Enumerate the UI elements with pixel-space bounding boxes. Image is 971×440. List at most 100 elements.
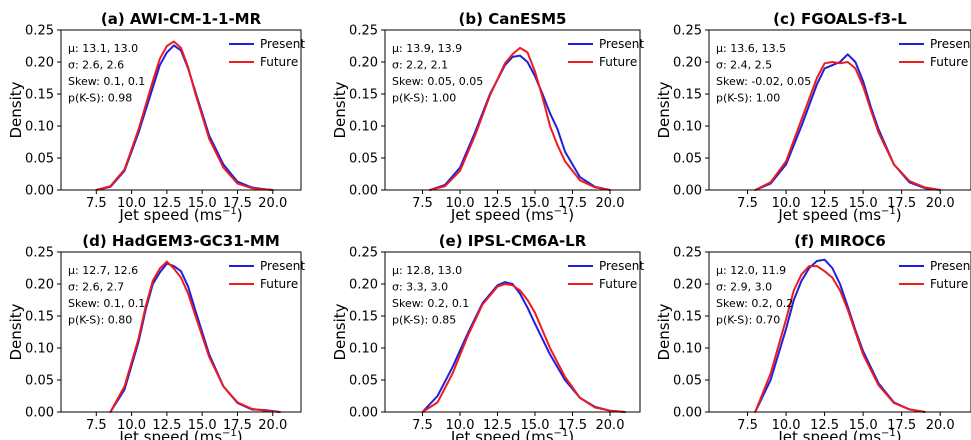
legend-label-future: Future xyxy=(260,55,298,69)
stats-line: σ: 2.9, 3.0 xyxy=(716,281,772,294)
x-tick-label: 12.5 xyxy=(483,196,512,211)
y-tick-label: 0.25 xyxy=(25,24,54,39)
y-tick-label: 0.10 xyxy=(673,120,702,135)
y-tick-label: 0.05 xyxy=(349,374,378,389)
x-axis-label-text: Jet speed (ms xyxy=(777,428,881,440)
x-tick-label: 20.0 xyxy=(258,418,287,433)
x-axis-label-close: ) xyxy=(896,206,902,224)
x-axis-label-close: ) xyxy=(896,428,902,440)
x-tick-label: 20.0 xyxy=(596,418,625,433)
y-axis-label: Density xyxy=(7,81,25,138)
y-tick-label: 0.20 xyxy=(25,278,54,293)
y-tick-label: 0.10 xyxy=(25,120,54,135)
stats-line: Skew: -0.02, 0.05 xyxy=(716,75,811,88)
y-tick-label: 0.20 xyxy=(349,278,378,293)
x-tick-label: 17.5 xyxy=(887,196,916,211)
stats-line: p(K-S): 1.00 xyxy=(392,92,456,105)
stats-line: Skew: 0.1, 0.1 xyxy=(68,297,145,310)
x-axis-label: Jet speed (ms−1) xyxy=(777,206,901,224)
y-tick-label: 0.20 xyxy=(673,56,702,71)
x-tick-label: 17.5 xyxy=(558,196,587,211)
x-axis-label: Jet speed (ms−1) xyxy=(118,206,242,224)
y-tick-label: 0.25 xyxy=(349,246,378,261)
x-tick-label: 10.0 xyxy=(772,196,801,211)
x-tick-label: 17.5 xyxy=(223,196,252,211)
stats-line: μ: 13.1, 13.0 xyxy=(68,42,138,55)
chart-title: (b) CanESM5 xyxy=(459,10,567,28)
y-tick-label: 0.05 xyxy=(349,152,378,167)
x-tick-label: 7.5 xyxy=(86,418,107,433)
series-line-future xyxy=(429,46,611,191)
chart-panel-5: (e) IPSL-CM6A-LR 0.00 0.05 0.10 0.15 0.20 0.25… xyxy=(331,232,644,440)
x-tick-label: 10.0 xyxy=(446,196,475,211)
y-tick-label: 0.20 xyxy=(25,56,54,71)
x-tick-label: 17.5 xyxy=(223,418,252,433)
plot-frame xyxy=(384,29,641,191)
x-axis-label-exponent: −1 xyxy=(881,428,896,439)
stats-line: Skew: 0.05, 0.05 xyxy=(392,75,483,88)
stats-line: p(K-S): 0.80 xyxy=(68,314,132,327)
stats-line: σ: 3.3, 3.0 xyxy=(392,281,448,294)
x-tick-label: 15.0 xyxy=(849,418,878,433)
y-tick-label: 0.15 xyxy=(673,310,702,325)
chart-title: (a) AWI-CM-1-1-MR xyxy=(101,10,262,28)
plot-frame xyxy=(384,251,641,413)
stats-line: p(K-S): 0.85 xyxy=(392,314,456,327)
x-axis-label-close: ) xyxy=(237,206,243,224)
y-tick-label: 0.05 xyxy=(25,374,54,389)
x-tick-label: 15.0 xyxy=(849,196,878,211)
x-tick-label: 15.0 xyxy=(521,196,550,211)
legend-label-present: Present xyxy=(599,37,644,51)
chart-title: (c) FGOALS-f3-L xyxy=(773,10,907,28)
y-tick-label: 0.25 xyxy=(673,24,702,39)
chart-panel-1: (a) AWI-CM-1-1-MR 0.00 0.05 0.10 0.15 0.20 0.2… xyxy=(7,10,305,224)
x-axis-label: Jet speed (ms−1) xyxy=(118,428,242,440)
y-axis-label: Density xyxy=(655,81,673,138)
x-axis-label-text: Jet speed (ms xyxy=(118,428,222,440)
y-tick-label: 0.00 xyxy=(673,406,702,421)
y-tick-label: 0.25 xyxy=(349,24,378,39)
plot-frame xyxy=(708,29,971,191)
y-tick-label: 0.25 xyxy=(673,246,702,261)
y-tick-label: 0.10 xyxy=(25,342,54,357)
y-tick-label: 0.15 xyxy=(25,88,54,103)
series-line-present xyxy=(429,54,611,191)
legend-label-present: Present xyxy=(260,259,305,273)
x-axis-label-close: ) xyxy=(237,428,243,440)
legend-label-future: Future xyxy=(599,55,637,69)
chart-title: (d) HadGEM3-GC31-MM xyxy=(82,232,280,250)
y-tick-label: 0.00 xyxy=(349,406,378,421)
y-tick-label: 0.10 xyxy=(673,342,702,357)
x-tick-label: 7.5 xyxy=(737,418,758,433)
stats-line: p(K-S): 0.70 xyxy=(716,314,780,327)
x-tick-label: 10.0 xyxy=(117,418,146,433)
x-tick-label: 17.5 xyxy=(887,418,916,433)
series-line-future xyxy=(754,61,942,191)
chart-panel-2: (b) CanESM5 0.00 0.05 0.10 0.15 0.20 0.25 7.5 10… xyxy=(331,10,644,224)
y-axis-label: Density xyxy=(655,303,673,360)
y-tick-label: 0.05 xyxy=(673,374,702,389)
x-axis-label-exponent: −1 xyxy=(554,428,569,439)
x-tick-label: 20.0 xyxy=(926,196,955,211)
stats-line: μ: 12.8, 13.0 xyxy=(392,264,462,277)
chart-panel-6: (f) MIROC6 0.00 0.05 0.10 0.15 0.20 0.25 7.5 10.… xyxy=(655,232,971,440)
legend-label-future: Future xyxy=(599,277,637,291)
legend-label-future: Future xyxy=(930,277,968,291)
legend-label-present: Present xyxy=(930,259,971,273)
x-tick-label: 7.5 xyxy=(86,196,107,211)
stats-line: Skew: 0.1, 0.1 xyxy=(68,75,145,88)
y-tick-label: 0.00 xyxy=(349,184,378,199)
x-axis-label-text: Jet speed (ms xyxy=(450,428,554,440)
x-tick-label: 7.5 xyxy=(412,418,433,433)
x-axis-label: Jet speed (ms−1) xyxy=(450,428,574,440)
x-tick-label: 7.5 xyxy=(412,196,433,211)
legend-label-future: Future xyxy=(260,277,298,291)
stats-line: σ: 2.6, 2.7 xyxy=(68,281,124,294)
stats-line: μ: 13.9, 13.9 xyxy=(392,42,462,55)
y-tick-label: 0.15 xyxy=(673,88,702,103)
stats-line: Skew: 0.2, 0.2 xyxy=(716,297,793,310)
x-tick-label: 7.5 xyxy=(737,196,758,211)
x-tick-label: 10.0 xyxy=(446,418,475,433)
x-axis-label-text: Jet speed (ms xyxy=(118,206,222,224)
chart-panel-4: (d) HadGEM3-GC31-MM 0.00 0.05 0.10 0.15 0.20 0… xyxy=(7,232,305,440)
